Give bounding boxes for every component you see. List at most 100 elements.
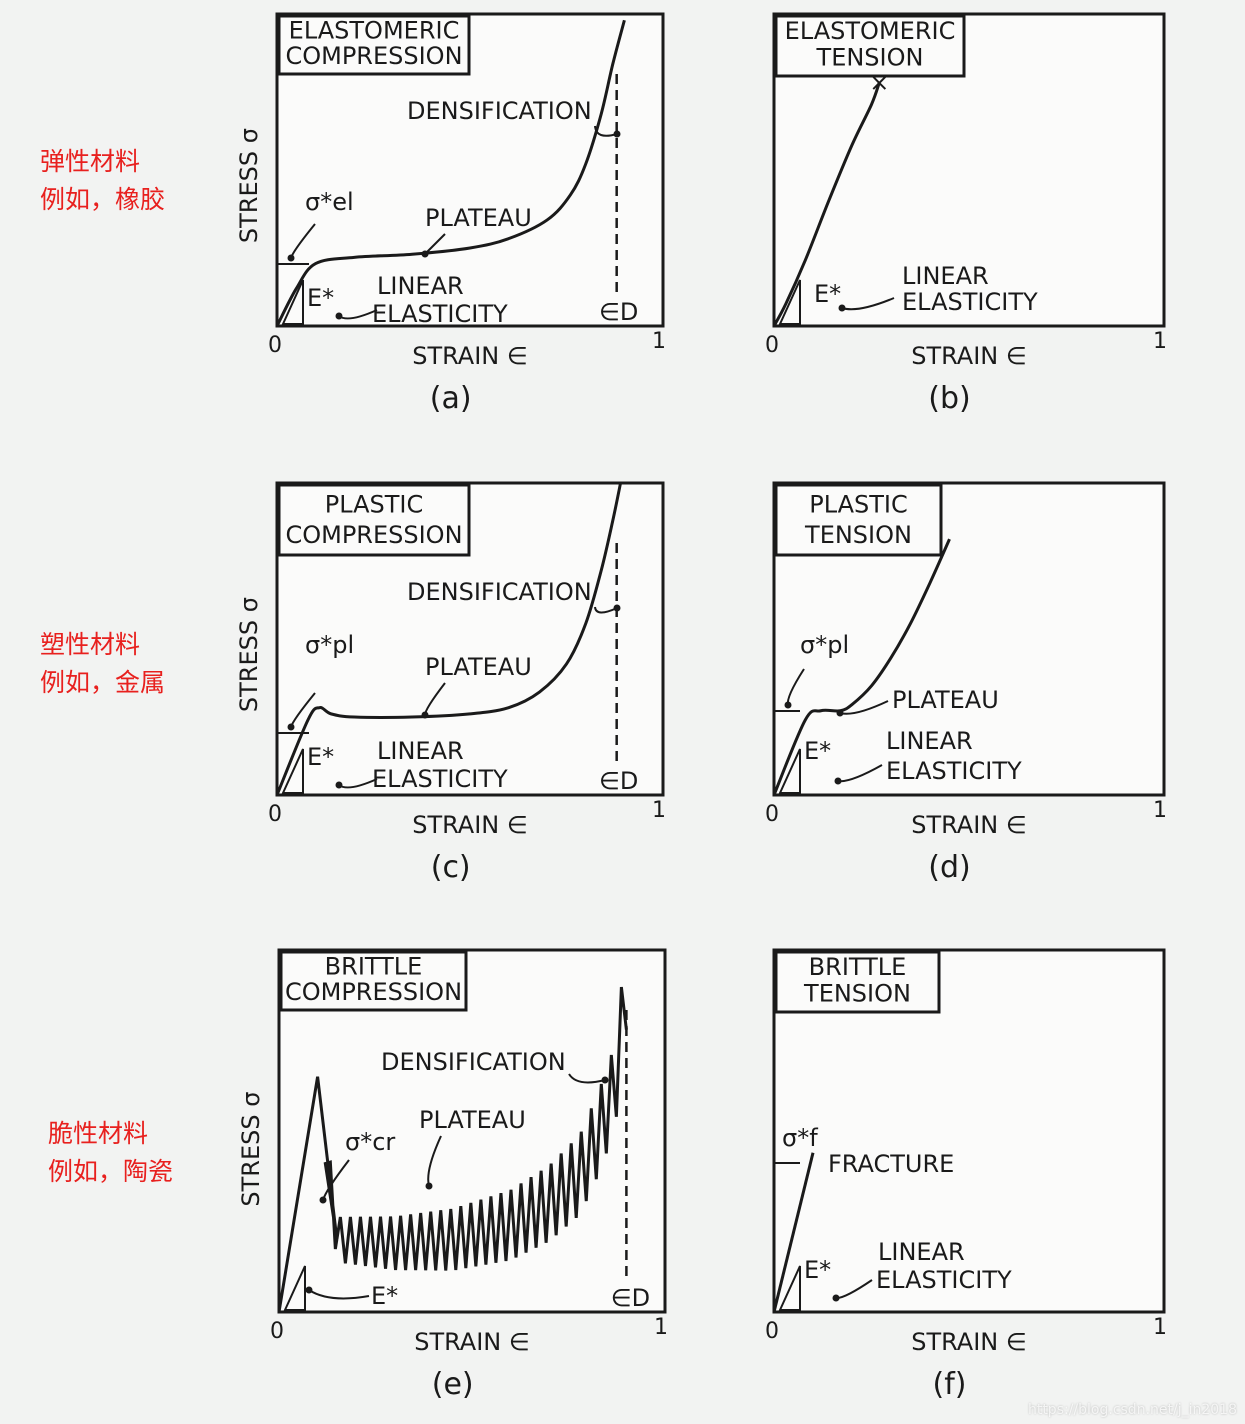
tick-label-0: 0: [268, 333, 282, 358]
panel-caption: (c): [431, 850, 471, 885]
annotation-plateau: PLATEAU: [892, 686, 999, 714]
title-line-2: COMPRESSION: [285, 978, 462, 1006]
arrow-linear-elasticity-head: [832, 1294, 840, 1302]
series-curve: [275, 482, 623, 796]
annotation-modulus: E*: [804, 737, 831, 765]
annotation-yield-stress: σ*pl: [305, 631, 354, 659]
title-line-1: ELASTOMERIC: [785, 17, 956, 45]
title-box: [774, 14, 966, 78]
tick-label-1: 1: [1153, 329, 1167, 354]
title-box: [774, 483, 943, 557]
annotation-plateau: PLATEAU: [425, 204, 532, 232]
arrow-densification-head: [613, 604, 621, 612]
panel-caption: (f): [933, 1367, 967, 1402]
row-label-plastic-line2: 例如，金属: [40, 668, 166, 697]
title-line-2: TENSION: [816, 44, 924, 72]
arrow-linear-elasticity-head: [834, 777, 842, 785]
title-line-1: PLASTIC: [809, 490, 908, 518]
annotation-densification-strain: ∈D: [599, 767, 638, 795]
arrow-linear-elasticity-head: [335, 781, 343, 789]
x-axis-label: STRAIN ∈: [414, 1328, 530, 1356]
tick-label-0: 0: [268, 802, 282, 827]
title-box: [774, 950, 941, 1014]
annotation-elasticity: ELASTICITY: [886, 757, 1022, 785]
x-axis-label: STRAIN ∈: [412, 342, 528, 370]
arrow-densification: [568, 1073, 606, 1084]
title-box: [279, 950, 468, 1012]
arrow-modulus-head: [305, 1286, 313, 1294]
annotation-densification: DENSIFICATION: [407, 578, 592, 606]
panel-caption: (e): [432, 1367, 474, 1402]
annotation-elasticity: ELASTICITY: [902, 288, 1038, 316]
arrow-yield-stress-head: [784, 701, 792, 709]
series-curve: [277, 986, 628, 1313]
annotation-elasticity: ELASTICITY: [372, 765, 508, 793]
arrow-crushing-stress-head: [319, 1196, 327, 1204]
annotation-linear: LINEAR: [377, 737, 464, 765]
annotation-elasticity: ELASTICITY: [876, 1266, 1012, 1294]
arrow-densification-head: [613, 130, 621, 138]
x-axis-label: STRAIN ∈: [412, 811, 528, 839]
x-axis-label: STRAIN ∈: [911, 811, 1027, 839]
arrow-plateau-head: [836, 709, 844, 717]
annotation-plateau: PLATEAU: [419, 1106, 526, 1134]
annotation-modulus: E*: [307, 284, 334, 312]
annotation-densification-strain: ∈D: [611, 1284, 650, 1312]
modulus-slope-triangle: [778, 1265, 801, 1311]
modulus-slope-triangle: [778, 748, 801, 794]
annotation-densification: DENSIFICATION: [407, 97, 592, 125]
panel-caption: (b): [928, 381, 970, 416]
panel-caption: (d): [928, 850, 970, 885]
annotation-linear: LINEAR: [878, 1238, 965, 1266]
y-axis-label: STRESS σ: [235, 128, 263, 243]
row-label-brittle-line1: 脆性材料: [48, 1119, 149, 1148]
title-line-1: PLASTIC: [325, 490, 424, 518]
arrow-modulus: [308, 1289, 370, 1300]
annotation-yield-stress: σ*el: [305, 188, 354, 216]
modulus-slope-triangle: [281, 748, 304, 794]
modulus-slope-triangle: [281, 279, 304, 325]
tick-label-1: 1: [1153, 1315, 1167, 1340]
series-curve: [772, 538, 951, 796]
title-line-2: TENSION: [803, 980, 911, 1008]
title-line-1: BRITTLE: [325, 952, 423, 980]
tick-label-0: 0: [765, 1319, 779, 1344]
annotation-modulus: E*: [371, 1282, 398, 1310]
arrow-densification-head: [601, 1076, 609, 1084]
tick-label-0: 0: [270, 1319, 284, 1344]
x-axis-label: STRAIN ∈: [911, 342, 1027, 370]
annotation-fracture-stress: σ*f: [782, 1124, 818, 1152]
title-line-2: COMPRESSION: [285, 521, 462, 549]
tick-label-1: 1: [652, 798, 666, 823]
x-axis-label: STRAIN ∈: [911, 1328, 1027, 1356]
annotation-modulus: E*: [307, 743, 334, 771]
annotation-linear: LINEAR: [902, 262, 989, 290]
annotation-densification: DENSIFICATION: [381, 1048, 566, 1076]
annotation-modulus: E*: [814, 280, 841, 308]
tick-label-1: 1: [652, 329, 666, 354]
row-label-elastic-line1: 弹性材料: [40, 147, 141, 176]
title-line-1: ELASTOMERIC: [289, 16, 460, 44]
row-label-brittle-line2: 例如，陶瓷: [48, 1157, 174, 1186]
modulus-slope-triangle: [283, 1265, 306, 1311]
arrow-linear-elasticity-head: [335, 312, 343, 320]
title-line-2: TENSION: [804, 521, 912, 549]
arrow-yield-stress-head: [287, 254, 295, 262]
annotation-linear: LINEAR: [377, 272, 464, 300]
row-label-plastic-line1: 塑性材料: [40, 630, 141, 659]
annotation-densification-strain: ∈D: [599, 298, 638, 326]
fracture-marker: ×: [869, 69, 889, 97]
tick-label-1: 1: [1153, 798, 1167, 823]
panel-d: PLASTIC TENSION 0 1 STRAIN ∈ (d) PLATEAU LINEAR…: [765, 481, 1167, 885]
arrow-yield-stress-head: [287, 723, 295, 731]
modulus-slope-triangle: [778, 279, 801, 325]
arrow-plateau-head: [421, 250, 429, 258]
tick-label-1: 1: [654, 1315, 668, 1340]
row-label-plastic: 塑性材料 例如，金属: [40, 626, 165, 702]
title-line-1: BRITTLE: [809, 953, 907, 981]
title-box: [277, 14, 471, 76]
panel-caption: (a): [430, 381, 472, 416]
